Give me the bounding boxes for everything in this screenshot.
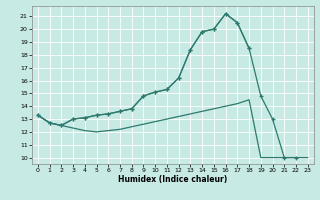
X-axis label: Humidex (Indice chaleur): Humidex (Indice chaleur) bbox=[118, 175, 228, 184]
